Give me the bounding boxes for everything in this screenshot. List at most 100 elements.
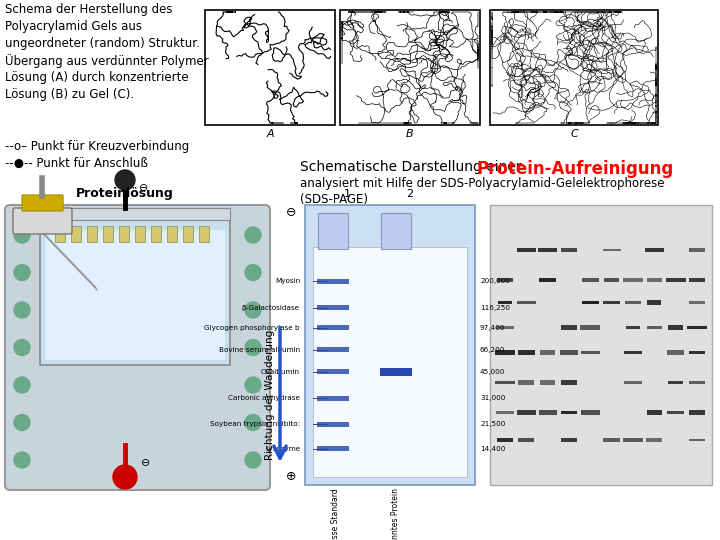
Circle shape — [14, 377, 30, 393]
Text: Lysozyme: Lysozyme — [265, 446, 300, 451]
Bar — [317, 279, 349, 284]
Text: ⊖: ⊖ — [286, 206, 296, 219]
Bar — [45, 230, 225, 360]
Bar — [151, 226, 161, 242]
Bar — [647, 410, 662, 415]
Bar — [318, 213, 348, 249]
Bar — [539, 410, 557, 415]
Text: Schematische Darstellung einer: Schematische Darstellung einer — [300, 160, 526, 174]
Bar — [518, 350, 535, 355]
Bar — [582, 301, 599, 304]
Bar — [562, 411, 577, 414]
Bar — [55, 226, 65, 242]
Circle shape — [113, 465, 137, 489]
Bar — [497, 437, 513, 442]
Bar — [317, 305, 349, 310]
Text: 31,000: 31,000 — [480, 395, 505, 401]
Text: ⊖: ⊖ — [139, 183, 148, 193]
Bar — [689, 410, 705, 415]
Bar — [498, 278, 513, 282]
Bar — [205, 10, 335, 125]
Text: --●-- Punkt für Anschluß: --●-- Punkt für Anschluß — [5, 157, 148, 170]
FancyBboxPatch shape — [5, 205, 270, 490]
Bar — [183, 226, 193, 242]
Text: 1: 1 — [343, 189, 351, 199]
FancyBboxPatch shape — [22, 195, 63, 211]
Text: Lösung (A) durch konzentrierte: Lösung (A) durch konzentrierte — [5, 71, 189, 84]
Bar — [71, 226, 81, 242]
Bar — [604, 278, 619, 282]
Text: Unbekanntes Protein: Unbekanntes Protein — [391, 488, 400, 540]
Text: ungeordneter (random) Struktur.: ungeordneter (random) Struktur. — [5, 37, 200, 50]
Text: Schema der Herstellung des: Schema der Herstellung des — [5, 3, 173, 16]
Bar — [647, 438, 662, 442]
Bar — [381, 213, 411, 249]
Bar — [340, 10, 480, 125]
Bar — [581, 410, 600, 415]
Bar — [490, 10, 658, 125]
Text: Polyacrylamid Gels aus: Polyacrylamid Gels aus — [5, 20, 142, 33]
Bar — [624, 381, 642, 384]
Text: Bovine serum albumin: Bovine serum albumin — [219, 347, 300, 353]
Text: --o– Punkt für Kreuzverbindung: --o– Punkt für Kreuzverbindung — [5, 140, 189, 153]
Circle shape — [245, 452, 261, 468]
Text: Myosin: Myosin — [275, 279, 300, 285]
Text: Proteinlösung: Proteinlösung — [76, 187, 174, 200]
Bar — [667, 350, 685, 355]
Bar — [498, 301, 512, 304]
Bar — [518, 380, 534, 385]
Bar — [562, 325, 577, 330]
Text: 21,500: 21,500 — [480, 421, 505, 427]
Circle shape — [14, 452, 30, 468]
Bar — [317, 369, 349, 374]
Text: A: A — [266, 129, 274, 139]
Bar — [581, 350, 600, 354]
Bar — [689, 381, 706, 384]
Text: 14,400: 14,400 — [480, 446, 505, 451]
Bar — [647, 278, 662, 282]
Text: 2: 2 — [406, 189, 413, 199]
Bar — [317, 325, 349, 330]
Bar — [495, 350, 515, 355]
Bar — [561, 248, 577, 252]
Bar — [87, 226, 97, 242]
Bar — [667, 410, 684, 414]
Bar — [317, 395, 349, 401]
Bar — [603, 248, 621, 251]
Text: 116,250: 116,250 — [480, 305, 510, 311]
Text: Glycogen phosphorylase b: Glycogen phosphorylase b — [204, 325, 300, 330]
Bar — [582, 278, 599, 282]
Bar — [40, 208, 230, 220]
Text: Übergang aus verdünnter Polymer: Übergang aus verdünnter Polymer — [5, 54, 209, 68]
Bar — [517, 248, 536, 252]
Text: β-Galactosidase: β-Galactosidase — [242, 305, 300, 311]
Bar — [645, 248, 664, 252]
Bar — [103, 226, 113, 242]
Bar — [167, 226, 177, 242]
Bar — [561, 438, 577, 442]
Bar — [305, 205, 475, 485]
Bar — [119, 226, 129, 242]
Circle shape — [245, 415, 261, 430]
Bar — [668, 325, 683, 330]
Bar — [580, 325, 600, 330]
Bar — [603, 301, 620, 305]
Text: 45,000: 45,000 — [480, 369, 505, 375]
Text: B: B — [406, 129, 414, 139]
Text: 97,400: 97,400 — [480, 325, 505, 330]
Bar — [313, 247, 467, 477]
Bar — [539, 278, 557, 282]
Circle shape — [14, 415, 30, 430]
Bar — [689, 278, 706, 282]
Text: analysiert mit Hilfe der SDS-Polyacrylamid-Gelelektrophorese: analysiert mit Hilfe der SDS-Polyacrylam… — [300, 177, 665, 190]
Bar — [666, 278, 685, 282]
Bar — [603, 438, 621, 442]
Circle shape — [115, 170, 135, 190]
Text: Carbonic anhydrase: Carbonic anhydrase — [228, 395, 300, 401]
Bar — [540, 380, 556, 384]
Bar — [317, 446, 349, 451]
Bar — [668, 381, 683, 384]
Bar — [689, 350, 705, 354]
Text: (SDS-PAGE): (SDS-PAGE) — [300, 193, 368, 206]
Bar — [624, 278, 642, 282]
